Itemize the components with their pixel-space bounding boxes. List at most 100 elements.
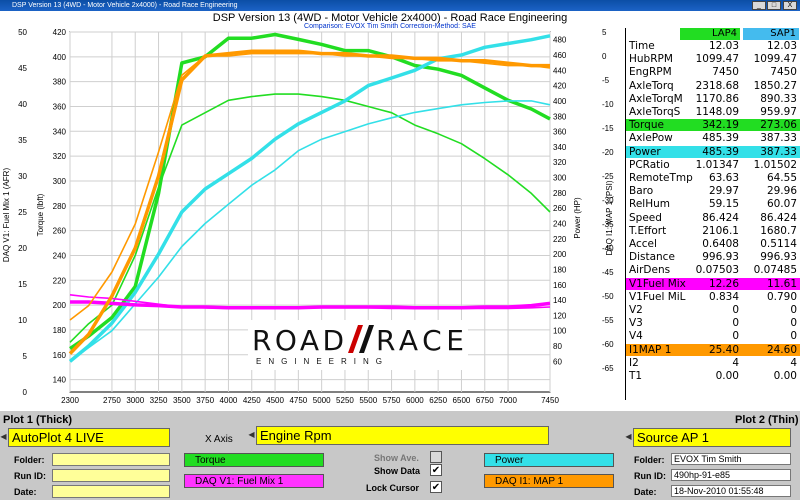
row-value-lap4: 1148.09: [695, 106, 739, 118]
row-label: EngRPM: [629, 66, 672, 79]
afr-tick-label: 25: [18, 208, 27, 217]
row-value-sap1: 890.33: [760, 92, 797, 105]
map-tick-label: -40: [602, 244, 614, 253]
plot2-runid-label: Run ID:: [634, 471, 666, 481]
row-value-lap4: 342.19: [702, 119, 739, 132]
row-label: V1Fuel Mix: [629, 277, 686, 290]
show-ave-label: Show Ave.: [374, 453, 419, 463]
plot1-runid-field[interactable]: [52, 469, 170, 482]
show-ave-checkbox[interactable]: [430, 451, 442, 463]
channel4-select[interactable]: DAQ I1: MAP 1: [484, 474, 614, 488]
row-label: Time: [629, 40, 655, 52]
torque-tick-label: 280: [53, 202, 67, 211]
series-line-daq-i1-map-1-thin: [69, 52, 551, 321]
row-label: Distance: [629, 251, 675, 264]
row-label: I1MAP 1: [629, 343, 672, 356]
map-tick-label: 0: [602, 52, 607, 61]
power-tick-label: 80: [553, 342, 562, 351]
row-value-sap1: 1850.27: [753, 79, 797, 92]
close-button[interactable]: X: [783, 1, 797, 10]
power-tick-label: 420: [553, 82, 567, 91]
xaxis-dropdown-arrow[interactable]: ◀: [248, 426, 255, 443]
row-value-sap1: 24.60: [766, 343, 797, 356]
afr-tick-label: 40: [18, 100, 27, 109]
table-row: Torque 342.19 273.06: [626, 119, 800, 132]
torque-tick-label: 140: [53, 376, 67, 385]
row-value-lap4: 485.39: [702, 132, 739, 145]
x-tick-label: 6750: [476, 396, 494, 405]
lock-cursor-checkbox[interactable]: ✔: [430, 481, 442, 493]
row-value-sap1: 64.55: [766, 172, 797, 184]
chart-subtitle: Comparison: EVOX Tim Smith Correction-Me…: [304, 23, 476, 30]
series-line-daq-i1-map-1-thick: [68, 49, 550, 355]
column-header-sap1: SAP1: [743, 28, 799, 40]
row-value-lap4: 2106.1: [702, 224, 739, 237]
x-tick-label: 3750: [196, 396, 214, 405]
xaxis-select[interactable]: Engine Rpm: [256, 426, 549, 445]
table-row: Time 12.03 12.03: [626, 40, 800, 52]
row-value-sap1: 0.07485: [753, 264, 797, 277]
plot1-folder-field[interactable]: [52, 453, 170, 466]
row-value-lap4: 0: [732, 304, 739, 316]
row-label: V4: [629, 330, 643, 343]
row-value-lap4: 12.26: [708, 277, 739, 290]
afr-axis-title: DAQ V1: Fuel Mix 1 (AFR): [2, 168, 11, 263]
plot2-date-field[interactable]: 18-Nov-2010 01:55:48: [671, 485, 791, 497]
series-line-power-thin: [69, 100, 551, 363]
row-value-lap4: 1099.47: [695, 53, 739, 66]
window-title: DSP Version 13 (4WD - Motor Vehicle 2x40…: [12, 2, 238, 9]
table-row: Baro 29.97 29.96: [626, 185, 800, 197]
x-tick-label: 5750: [383, 396, 401, 405]
power-tick-label: 400: [553, 97, 567, 106]
logo-word-engineering: ENGINEERING: [256, 357, 389, 366]
row-value-lap4: 1170.86: [695, 92, 739, 105]
row-label: T.Effort: [629, 224, 667, 237]
row-label: Baro: [629, 185, 654, 198]
x-tick-label: 5000: [313, 396, 331, 405]
plot2-source-select[interactable]: Source AP 1: [633, 428, 791, 447]
table-row: AxleTorqS 1148.09 959.97: [626, 106, 800, 118]
table-row: T.Effort 2106.1 1680.7: [626, 225, 800, 237]
row-value-lap4: 0: [732, 330, 739, 343]
row-label: V2: [629, 304, 643, 316]
power-tick-label: 440: [553, 66, 567, 75]
plot2-folder-label: Folder:: [634, 455, 665, 465]
plot1-source-select[interactable]: AutoPlot 4 LIVE: [8, 428, 170, 447]
plot1-label: Plot 1 (Thick): [3, 414, 73, 426]
row-label: RelHum: [629, 198, 670, 211]
dyno-chart[interactable]: 2300 2750 3000 3250 3500 3750 4000 4250 4500 4750…: [0, 0, 625, 411]
plot2-label: Plot 2 (Thin): [735, 414, 799, 426]
table-row: Power 485.39 387.33: [626, 145, 800, 158]
row-label: AxleTorqM: [629, 92, 683, 105]
series-line-torque-thick: [69, 32, 551, 351]
plot1-date-field[interactable]: [52, 485, 170, 498]
x-tick-label: 7000: [499, 396, 517, 405]
row-value-lap4: 25.40: [708, 343, 739, 356]
row-value-sap1: 0: [790, 330, 797, 343]
row-value-sap1: 29.96: [766, 185, 797, 198]
x-tick-label: 4500: [266, 396, 284, 405]
power-axis-title: Power (HP): [573, 197, 582, 239]
map-tick-label: -30: [602, 196, 614, 205]
plot2-runid-field[interactable]: 490hp-91-e85: [671, 469, 791, 481]
plot1-dropdown-arrow[interactable]: ◀: [0, 428, 7, 445]
show-data-checkbox[interactable]: ✔: [430, 464, 442, 476]
maximize-button[interactable]: □: [767, 1, 781, 10]
plot1-runid-label: Run ID:: [14, 471, 46, 481]
map-tick-label: -55: [602, 316, 614, 325]
minimize-button[interactable]: _: [752, 1, 766, 10]
torque-tick-label: 380: [53, 78, 67, 87]
torque-axis-title: Torque (lbft): [36, 193, 45, 236]
plot2-folder-field[interactable]: EVOX Tim Smith: [671, 453, 791, 465]
channel1-select[interactable]: Torque: [184, 453, 324, 467]
channel2-select[interactable]: DAQ V1: Fuel Mix 1: [184, 474, 324, 488]
plot1-date-label: Date:: [14, 487, 37, 497]
row-value-sap1: 959.97: [760, 106, 797, 118]
plot2-dropdown-arrow[interactable]: ◀: [625, 428, 632, 445]
data-table: LAP4 SAP1 Time 12.03 12.03 HubRPM 1099.47 1099.…: [625, 28, 800, 400]
power-tick-label: 220: [553, 235, 567, 244]
row-label: T1: [629, 370, 643, 382]
map-axis-title: DAQ I1: MAP 1 (PSI): [605, 180, 614, 255]
torque-tick-label: 160: [53, 351, 67, 360]
channel3-select[interactable]: Power: [484, 453, 614, 467]
